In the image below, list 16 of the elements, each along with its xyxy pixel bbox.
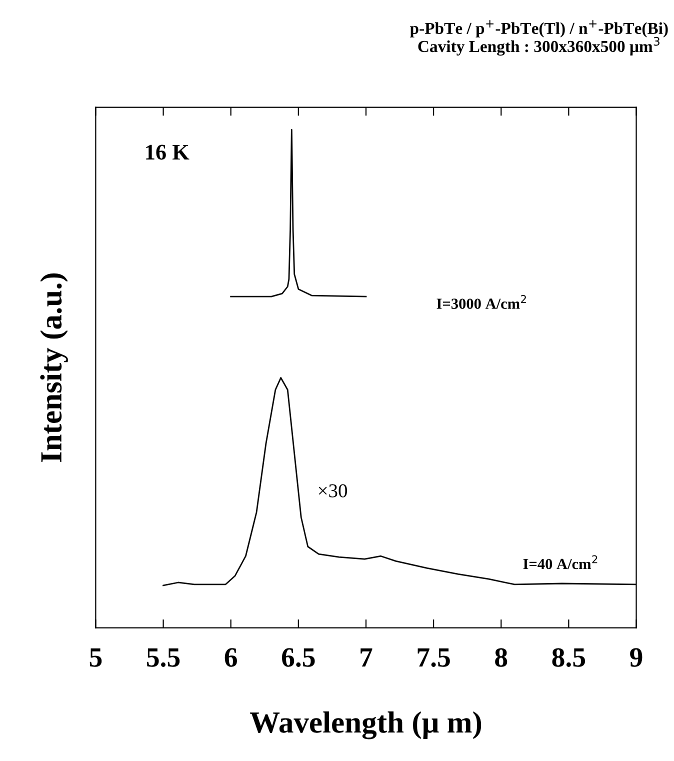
chart-title: p-PbTe / p$^{+}$-PbTe(Tl) / n$^{+}$-PbTe(Bi) Cavity Length : 300x360x500 μm$^{3}$	[410, 20, 668, 56]
annotation: I=3000 A/cm$^{2}$	[436, 294, 526, 309]
x-tick-label: 7.5	[418, 648, 450, 667]
annotation: I=40 A/cm$^{2}$	[523, 555, 598, 570]
x-tick-label: 7	[360, 648, 372, 667]
x-tick-label: 6	[224, 648, 237, 667]
y-axis-title: Intensity (a.u.)	[40, 273, 68, 462]
x-axis-title: Wavelength (μ m)	[250, 711, 482, 740]
x-tick-label: 6.5	[282, 648, 315, 667]
x-tick-label: 5.5	[147, 648, 180, 667]
x-tick-label: 9	[630, 648, 642, 667]
x-tick-label: 8	[495, 648, 508, 667]
x-tick-label: 5	[90, 648, 102, 667]
annotation: ×30	[318, 484, 347, 498]
x-tick-label: 8.5	[552, 648, 586, 667]
annotation: 16 K	[146, 144, 190, 160]
